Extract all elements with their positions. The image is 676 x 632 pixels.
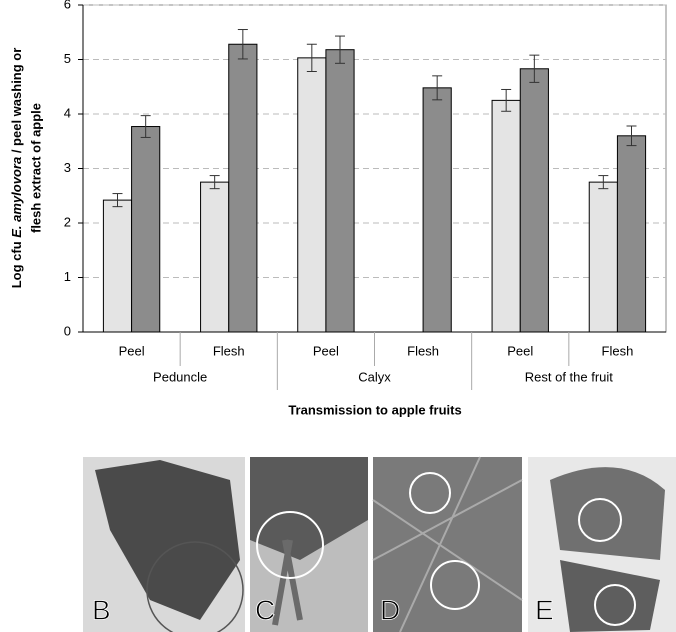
y-tick-label: 1: [64, 269, 71, 284]
photo-circle: [594, 584, 636, 626]
group-label: Calyx: [358, 369, 391, 384]
photo-label: B: [92, 594, 111, 625]
photo-label: E: [535, 594, 554, 625]
bar: [491, 99, 521, 333]
y-tick-label: 4: [64, 105, 71, 120]
group-label: Peduncle: [153, 369, 207, 384]
x-tick-label: Peel: [507, 343, 533, 358]
bar: [519, 68, 549, 333]
y-tick-label: 5: [64, 51, 71, 66]
bar: [422, 87, 452, 333]
bar: [588, 181, 618, 333]
photo-leaf: [95, 460, 240, 620]
x-tick-label: Flesh: [602, 343, 634, 358]
y-tick-label: 3: [64, 160, 71, 175]
bar: [616, 135, 647, 333]
photo-circle: [256, 511, 324, 579]
photo: [373, 457, 522, 632]
x-tick-label: Flesh: [213, 343, 245, 358]
bar: [102, 199, 133, 333]
x-tick-label: Flesh: [407, 343, 439, 358]
y-axis-title-line: Log cfu E. amylovora / peel washing or: [9, 48, 24, 289]
photo-circle: [578, 498, 622, 542]
y-tick-label: 0: [64, 323, 71, 338]
x-axis-title: Transmission to apple fruits: [288, 402, 461, 417]
photo-veins: [372, 456, 523, 632]
photo-panels: [83, 456, 676, 632]
photo-circle: [430, 560, 480, 610]
bar: [297, 57, 327, 333]
photo-label: D: [380, 594, 400, 625]
bar: [325, 49, 355, 333]
bar: [131, 126, 161, 333]
x-tick-label: Peel: [119, 343, 145, 358]
photo-leaf: [550, 467, 665, 560]
photo-circle: [409, 472, 451, 514]
y-tick-label: 6: [64, 0, 71, 11]
group-label: Rest of the fruit: [525, 369, 614, 384]
x-tick-label: Peel: [313, 343, 339, 358]
bar: [228, 43, 258, 333]
bar: [200, 181, 230, 333]
y-tick-label: 2: [64, 214, 71, 229]
photo-leaf: [560, 560, 660, 632]
y-axis-title-line: flesh extract of apple: [28, 103, 43, 233]
y-axis-title: Log cfu E. amylovora / peel washing or f…: [9, 48, 43, 289]
photo-stem: [272, 539, 303, 626]
photo-leaf: [250, 457, 368, 560]
photo-label: C: [255, 594, 275, 625]
photo-circle: [146, 541, 244, 632]
